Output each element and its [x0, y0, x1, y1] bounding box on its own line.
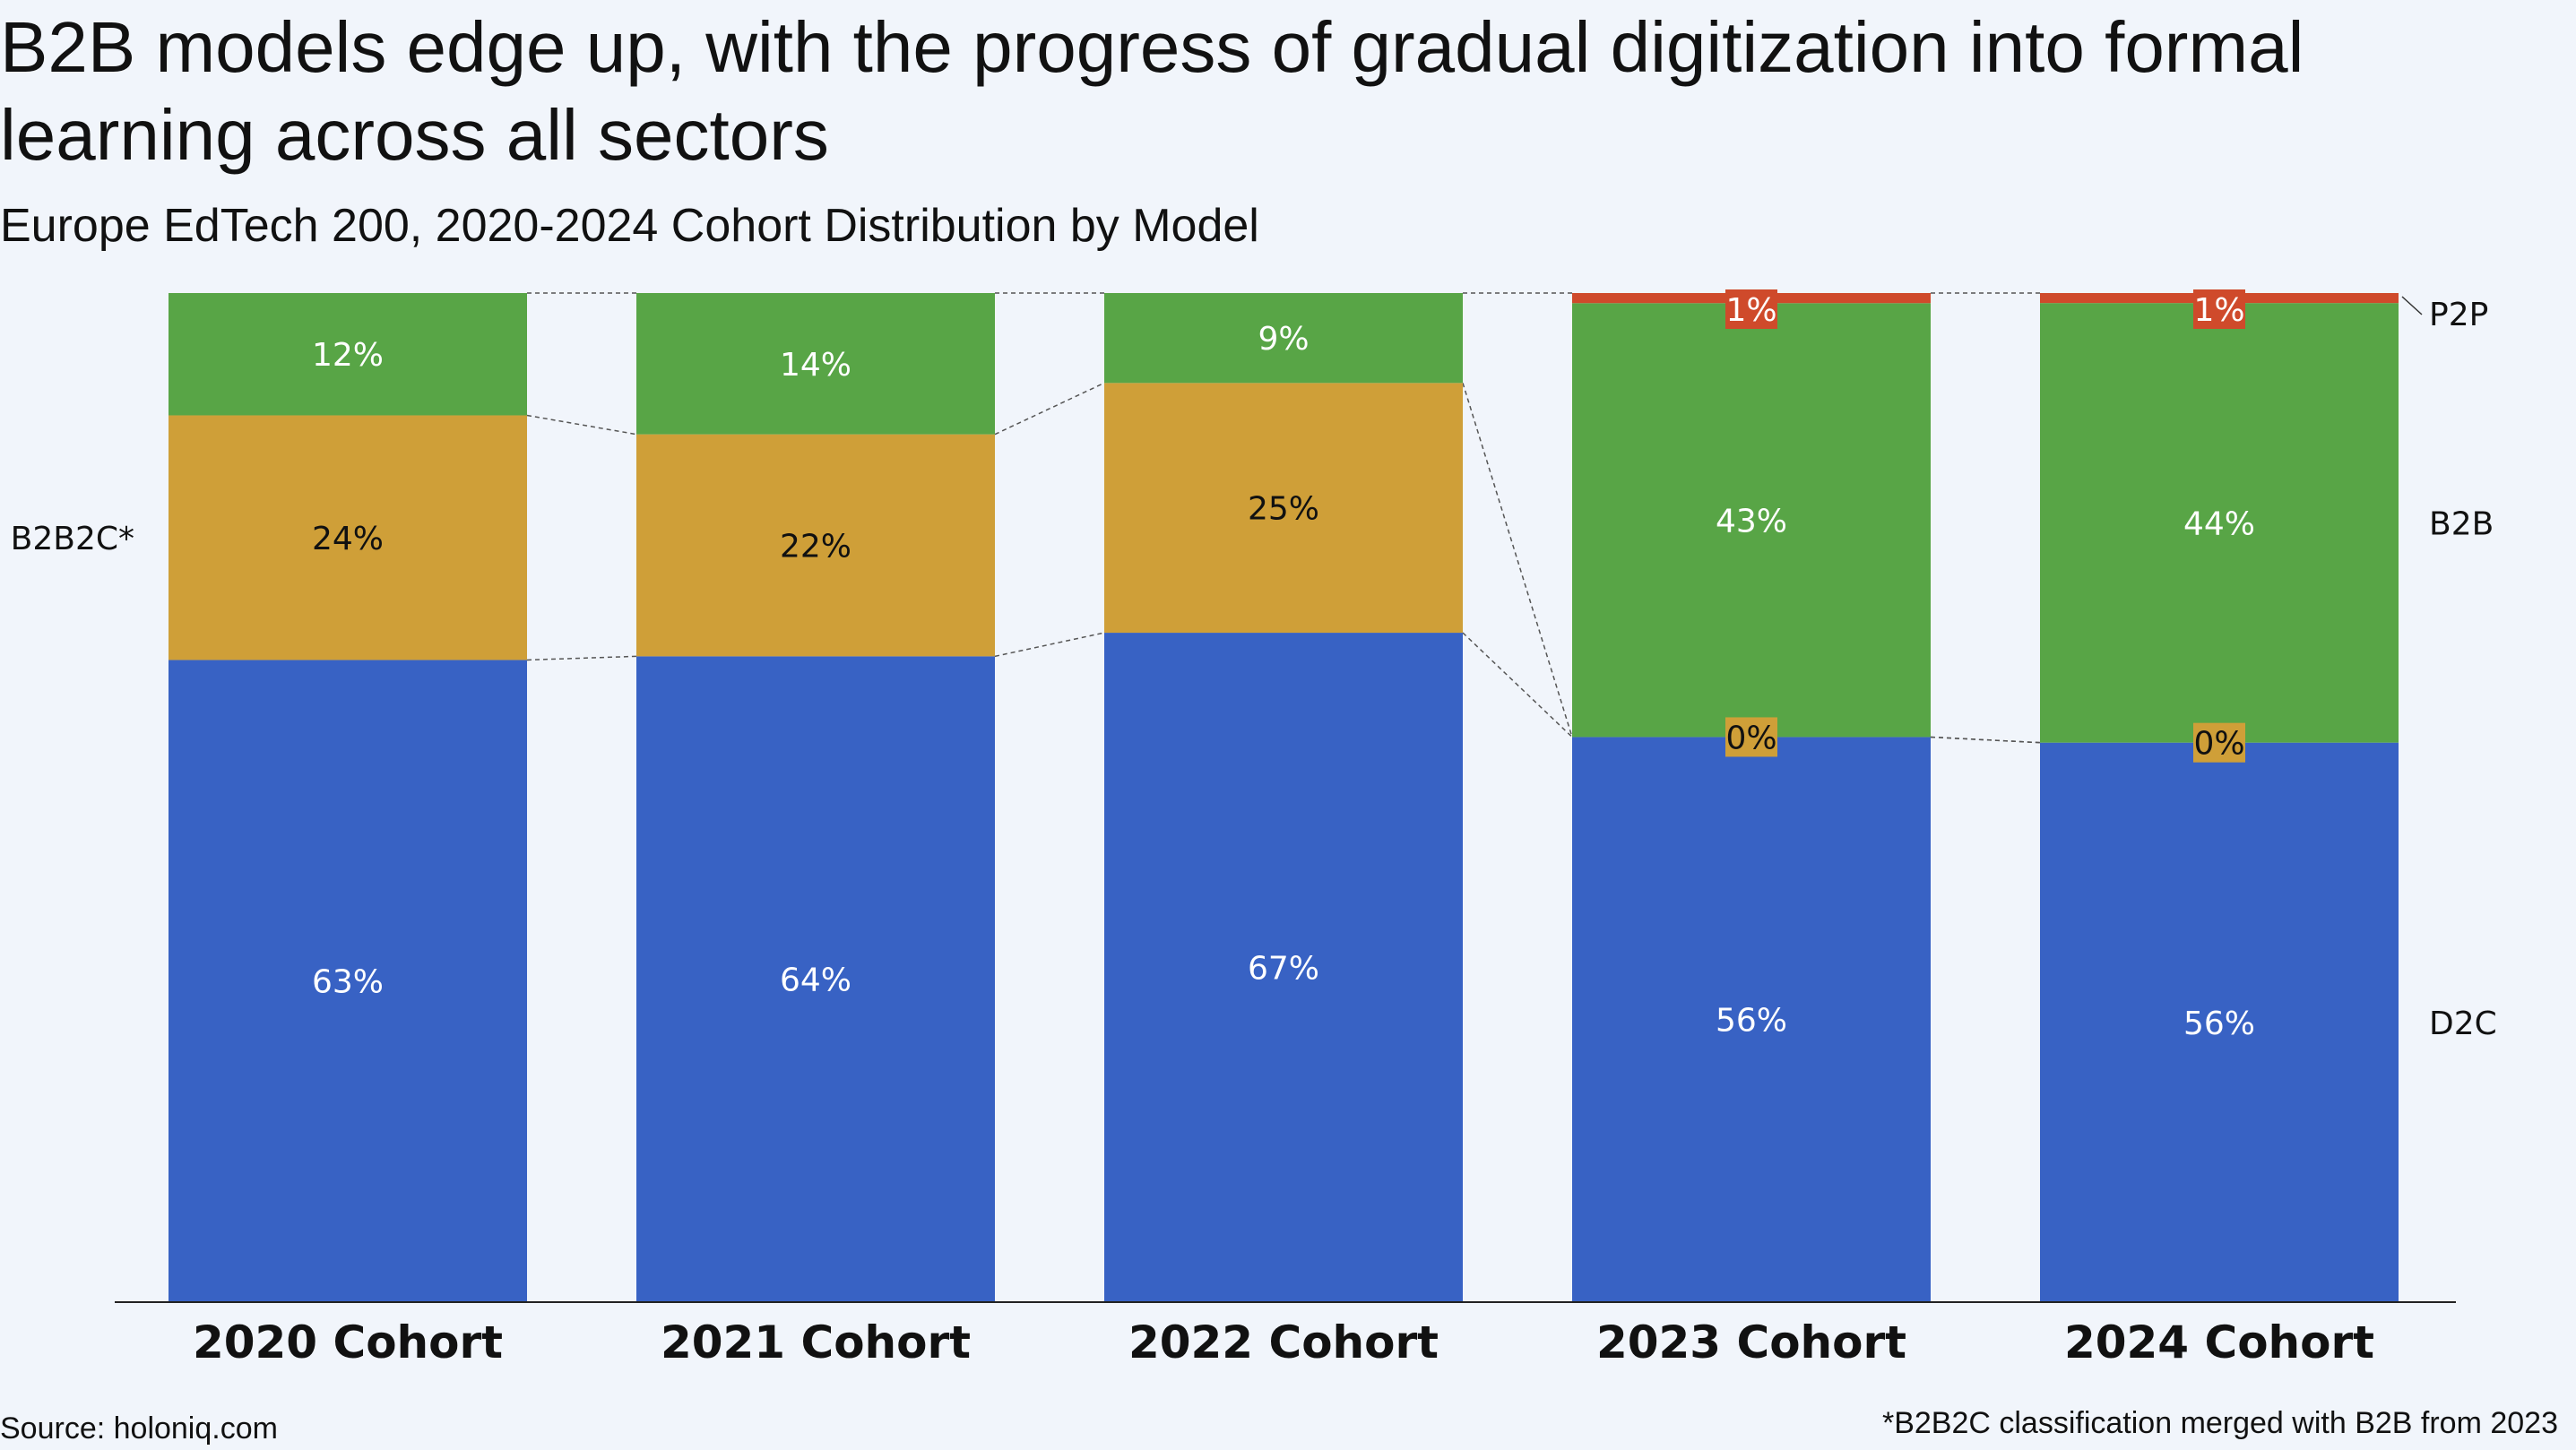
chart-subtitle: Europe EdTech 200, 2020-2024 Cohort Dist… — [0, 200, 1259, 252]
connector-b2b2c-3 — [1462, 383, 1573, 738]
chart-title: B2B models edge up, with the progress of… — [0, 7, 2304, 175]
bar-segment-d2c-4 — [1572, 737, 1931, 1302]
category-label-5: 2024 Cohort — [2064, 1316, 2374, 1368]
segment-label-b2b2c-1: 24% — [312, 521, 384, 557]
footnote: *B2B2C classification merged with B2B fr… — [1881, 1406, 2558, 1440]
segment-badge-b2b2c-5 — [2193, 722, 2245, 763]
category-label-3: 2022 Cohort — [1128, 1316, 1439, 1368]
side-label-b2b2c: B2B2C* — [11, 521, 134, 557]
side-label-p2p: P2P — [2429, 297, 2488, 333]
segment-label-p2p-5: 1% — [2193, 292, 2244, 329]
segment-label-b2b2c-3: 25% — [1248, 491, 1319, 528]
bar-segment-b2b2c-1 — [169, 415, 527, 660]
bar-segment-d2c-3 — [1104, 633, 1463, 1302]
connector-d2c-2 — [994, 632, 1105, 658]
category-label-1: 2020 Cohort — [193, 1316, 503, 1368]
category-label-2: 2021 Cohort — [661, 1316, 971, 1368]
connector-d2c-3 — [1462, 632, 1573, 738]
segment-label-p2p-4: 1% — [1725, 292, 1776, 329]
segment-label-d2c-1: 63% — [312, 964, 384, 1001]
p2p-pointer-line — [2401, 296, 2423, 315]
segment-label-d2c-3: 67% — [1248, 951, 1319, 988]
bar-segment-b2b-3 — [1104, 293, 1463, 384]
connector-d2c-1 — [526, 655, 637, 661]
segment-label-b2b-1: 12% — [312, 337, 384, 374]
segment-badge-p2p-4 — [1725, 289, 1777, 329]
segment-label-b2b-5: 44% — [2183, 505, 2255, 542]
series-side-labels: D2C B2B2C* B2B P2P — [11, 296, 2497, 1042]
bar-segment-d2c-1 — [169, 660, 527, 1302]
connector-b2b2c-1 — [526, 414, 637, 436]
segment-badge-b2b2c-4 — [1725, 717, 1777, 757]
side-label-d2c: D2C — [2429, 1006, 2497, 1042]
connector-b2b2c-4 — [1930, 736, 2041, 744]
segment-label-b2b2c-4: 0% — [1725, 720, 1776, 756]
segment-label-b2b-3: 9% — [1258, 321, 1309, 358]
connector-lines — [526, 292, 2041, 744]
segment-label-d2c-4: 56% — [1716, 1003, 1787, 1040]
bar-segment-d2c-2 — [636, 656, 995, 1302]
bars — [169, 293, 2399, 1302]
bar-segment-b2b-1 — [169, 293, 527, 416]
connector-b2b2c-2 — [994, 382, 1105, 436]
bar-segment-b2b-2 — [636, 293, 995, 435]
category-label-4: 2023 Cohort — [1596, 1316, 1906, 1368]
bar-segment-b2b2c-3 — [1104, 383, 1463, 634]
bar-segment-d2c-5 — [2040, 742, 2399, 1302]
segment-label-b2b-4: 43% — [1716, 503, 1787, 539]
segment-label-b2b2c-5: 0% — [2193, 726, 2244, 763]
bar-segment-b2b2c-2 — [636, 434, 995, 657]
segment-badge-p2p-5 — [2193, 289, 2245, 329]
bar-segment-b2b-4 — [1572, 303, 1931, 738]
segment-label-d2c-2: 64% — [780, 962, 851, 999]
side-label-b2b: B2B — [2429, 505, 2494, 542]
bar-segment-b2b-5 — [2040, 303, 2399, 743]
segment-label-b2b2c-2: 22% — [780, 529, 851, 565]
source-note: Source: holoniq.com — [0, 1411, 278, 1446]
segment-labels: 63% 24% 12% 64% 22% 14% 67% 25% 9% 56% 0% 43% 1% 56% 0… — [312, 289, 2255, 1042]
segment-label-b2b-2: 14% — [780, 347, 851, 384]
segment-label-d2c-5: 56% — [2183, 1006, 2255, 1042]
category-labels: 2020 Cohort 2021 Cohort 2022 Cohort 2023 Co… — [193, 1316, 2374, 1368]
